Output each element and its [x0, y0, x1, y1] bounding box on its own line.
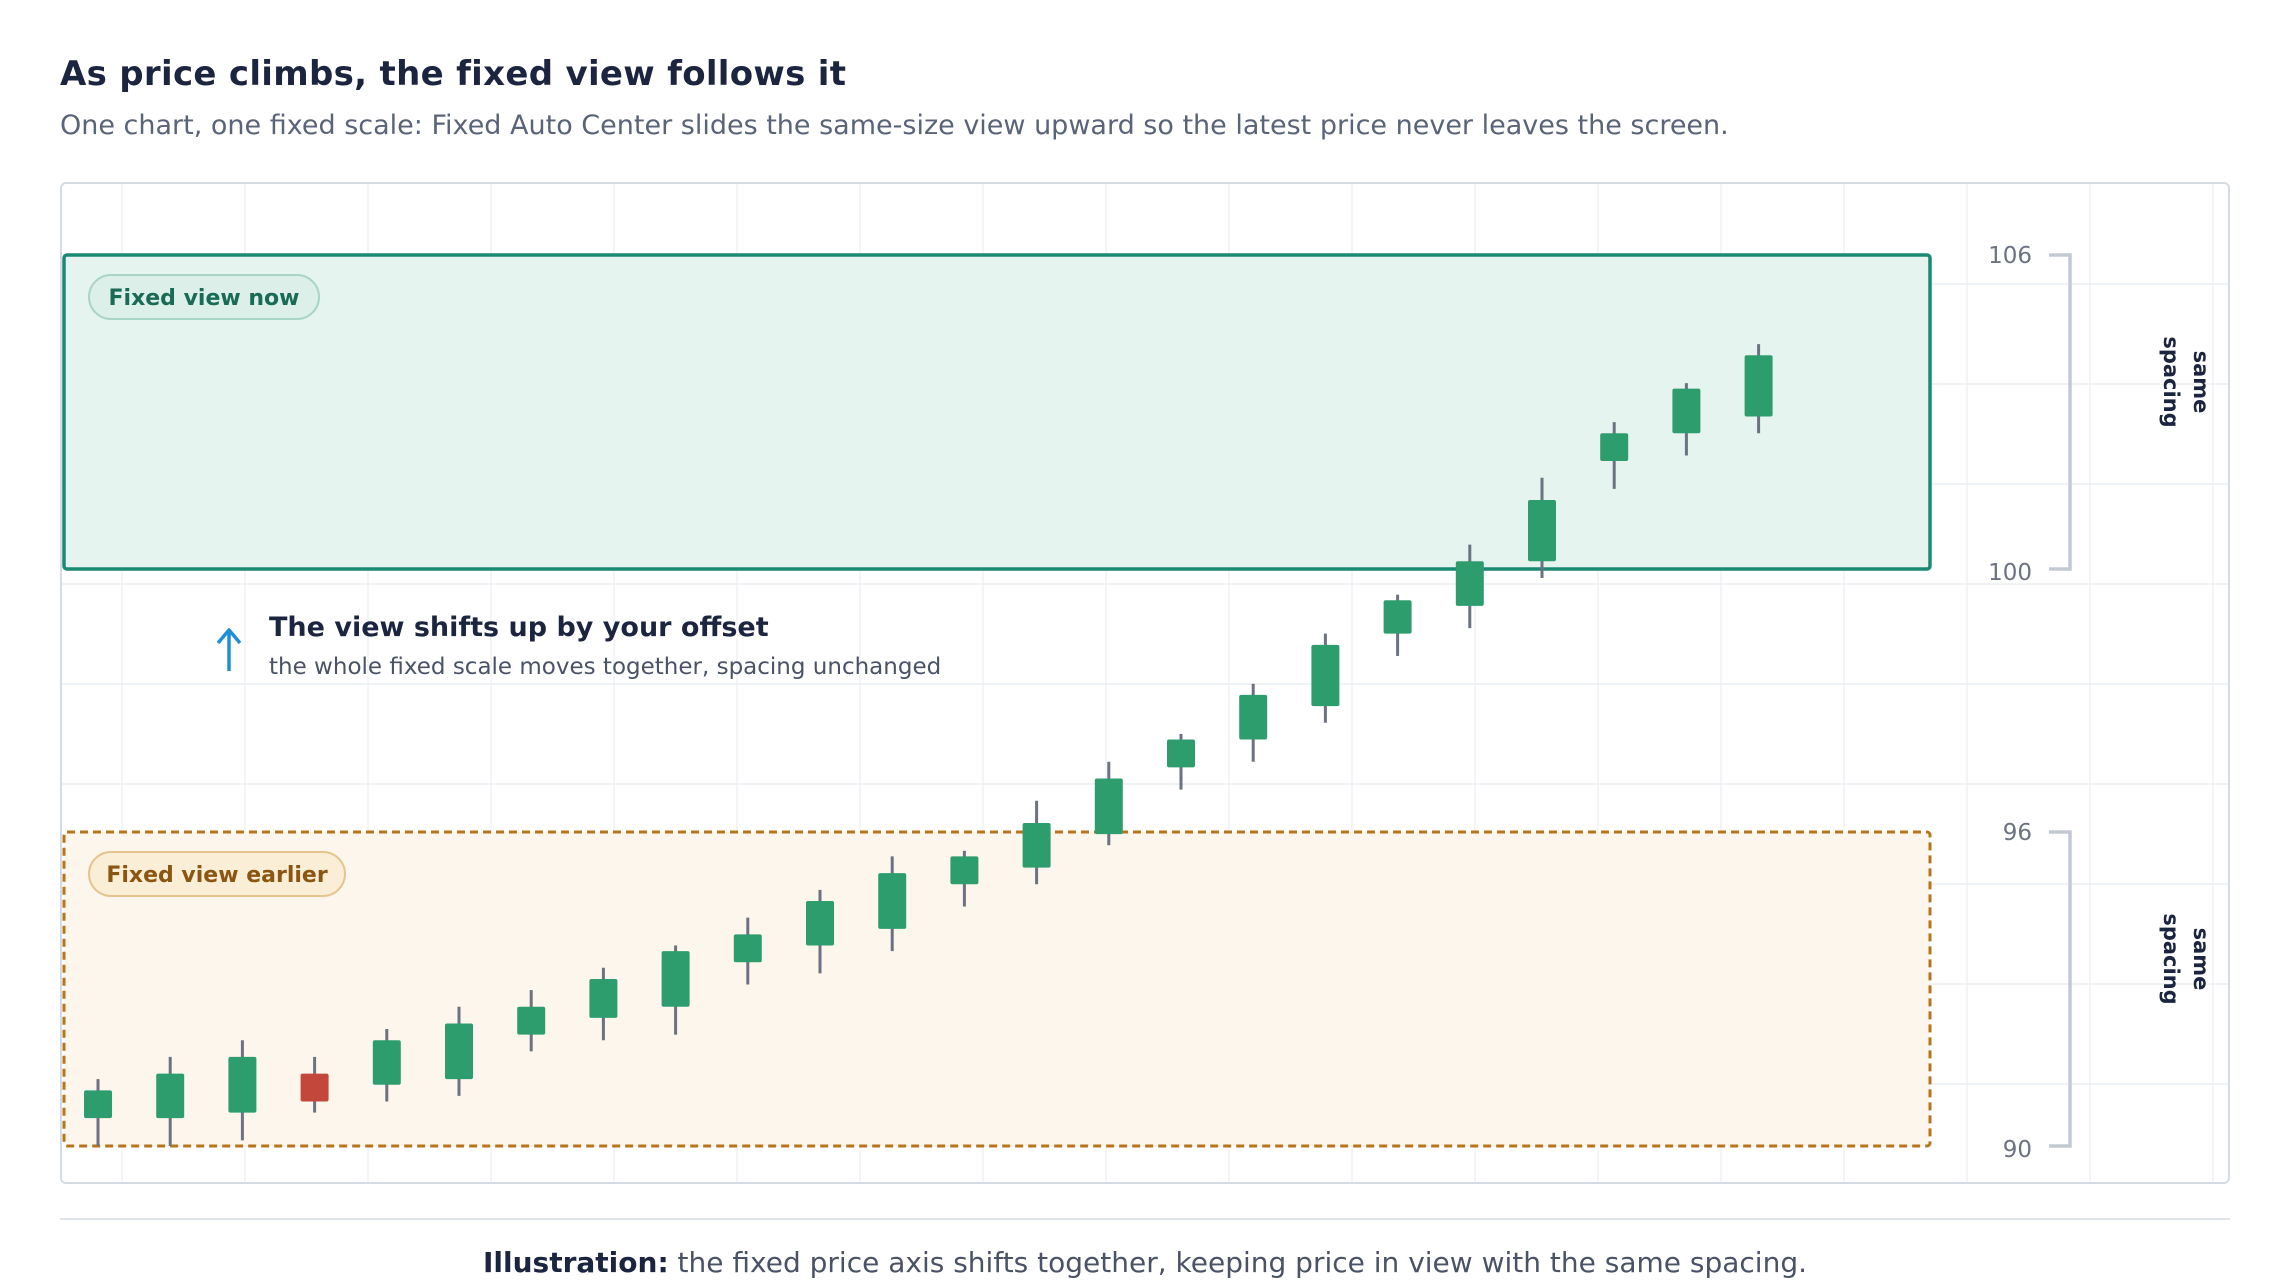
y-tick-label: 96 — [2003, 820, 2032, 846]
candle-body — [1094, 778, 1123, 835]
up-arrow-icon — [216, 628, 242, 671]
spacing-label: samespacing — [2159, 336, 2213, 427]
candle-body — [1744, 355, 1773, 417]
caption-text: the fixed price axis shifts together, ke… — [668, 1246, 1807, 1279]
candle-body — [156, 1073, 185, 1119]
candle-body — [1167, 739, 1195, 768]
caption-divider — [60, 1218, 2230, 1220]
shift-annotation: The view shifts up by your offset the wh… — [216, 612, 941, 680]
chart-frame: Fixed view now Fixed view earlier The vi… — [60, 182, 2230, 1184]
candlestick-chart: Fixed view now Fixed view earlier The vi… — [62, 184, 2228, 1182]
candle-body — [84, 1090, 112, 1119]
annotation-subtitle: the whole fixed scale moves together, sp… — [269, 654, 941, 680]
candle-body — [1311, 644, 1340, 707]
now-view-box — [62, 253, 1932, 571]
caption-bold: Illustration: — [482, 1246, 669, 1279]
y-tick-label: 90 — [2003, 1137, 2032, 1163]
candle-body — [950, 856, 979, 885]
candle-body — [878, 873, 907, 929]
candles-group — [84, 344, 1773, 1146]
page-title: As price climbs, the fixed view follows … — [60, 54, 847, 94]
candle-body — [228, 1056, 257, 1113]
candle-body — [733, 934, 762, 963]
candle-body — [661, 951, 690, 1007]
annotation-title: The view shifts up by your offset — [269, 612, 769, 643]
candle-body — [1600, 433, 1629, 462]
page-subtitle: One chart, one fixed scale: Fixed Auto C… — [60, 110, 1729, 141]
figure-caption: Illustration: the fixed price axis shift… — [0, 1246, 2280, 1279]
candle-body — [300, 1073, 329, 1102]
earlier-view-badge: Fixed view earlier — [88, 851, 346, 897]
candle-body — [1022, 823, 1051, 868]
spacing-label: samespacing — [2159, 913, 2213, 1004]
price-axis: 106 100 96 90 samespacing samespacing — [1988, 243, 2213, 1163]
candle-body — [589, 978, 618, 1018]
candle-body — [372, 1040, 401, 1085]
candle-body — [445, 1023, 473, 1080]
candle-body — [1672, 388, 1701, 434]
now-view-label: Fixed view now — [109, 286, 300, 311]
candle-body — [806, 900, 834, 946]
y-tick-label: 106 — [1988, 243, 2032, 269]
now-view-badge: Fixed view now — [88, 274, 320, 320]
candle-body — [1239, 694, 1268, 740]
earlier-view-label: Fixed view earlier — [106, 863, 327, 888]
spacing-bracket — [2049, 830, 2072, 1148]
y-tick-label: 100 — [1988, 560, 2032, 586]
spacing-bracket — [2049, 253, 2072, 571]
candle-body — [517, 1006, 546, 1035]
candle-body — [1455, 561, 1484, 606]
earlier-view-box — [62, 830, 1932, 1148]
candle-body — [1528, 500, 1556, 562]
candle-body — [1383, 600, 1412, 634]
